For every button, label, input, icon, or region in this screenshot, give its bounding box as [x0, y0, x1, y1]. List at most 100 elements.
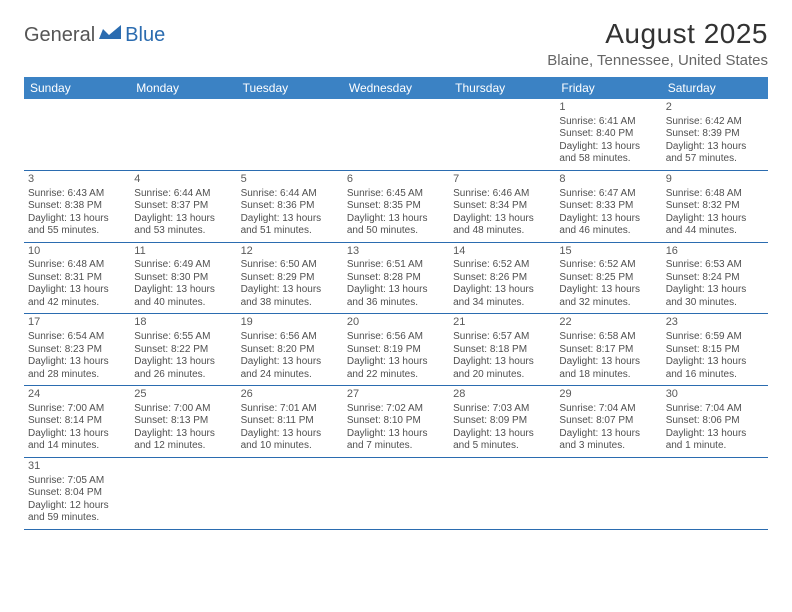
day-sunrise: Sunrise: 6:51 AM — [347, 259, 445, 272]
day-daylight: Daylight: 13 hours and 3 minutes. — [559, 428, 657, 453]
day-sunrise: Sunrise: 6:48 AM — [666, 188, 764, 201]
brand-text-2: Blue — [125, 24, 165, 47]
day-sunrise: Sunrise: 6:54 AM — [28, 331, 126, 344]
day-daylight: Daylight: 13 hours and 30 minutes. — [666, 284, 764, 309]
day-number: 30 — [666, 388, 764, 402]
day-daylight: Daylight: 13 hours and 32 minutes. — [559, 284, 657, 309]
day-sunrise: Sunrise: 6:56 AM — [347, 331, 445, 344]
day-cell: 3Sunrise: 6:43 AMSunset: 8:38 PMDaylight… — [24, 171, 130, 242]
day-sunset: Sunset: 8:32 PM — [666, 200, 764, 213]
day-cell: 1Sunrise: 6:41 AMSunset: 8:40 PMDaylight… — [555, 99, 661, 170]
day-cell: 24Sunrise: 7:00 AMSunset: 8:14 PMDayligh… — [24, 386, 130, 457]
day-number: 11 — [134, 245, 232, 259]
day-daylight: Daylight: 13 hours and 20 minutes. — [453, 356, 551, 381]
day-number: 6 — [347, 173, 445, 187]
day-sunrise: Sunrise: 7:04 AM — [666, 403, 764, 416]
day-cell: 28Sunrise: 7:03 AMSunset: 8:09 PMDayligh… — [449, 386, 555, 457]
day-cell: 6Sunrise: 6:45 AMSunset: 8:35 PMDaylight… — [343, 171, 449, 242]
day-sunrise: Sunrise: 6:56 AM — [241, 331, 339, 344]
column-header: Thursday — [449, 77, 555, 99]
day-sunset: Sunset: 8:18 PM — [453, 344, 551, 357]
day-cell: 11Sunrise: 6:49 AMSunset: 8:30 PMDayligh… — [130, 243, 236, 314]
day-sunset: Sunset: 8:17 PM — [559, 344, 657, 357]
day-number: 3 — [28, 173, 126, 187]
day-sunrise: Sunrise: 6:50 AM — [241, 259, 339, 272]
day-cell: 8Sunrise: 6:47 AMSunset: 8:33 PMDaylight… — [555, 171, 661, 242]
day-cell: 14Sunrise: 6:52 AMSunset: 8:26 PMDayligh… — [449, 243, 555, 314]
day-sunset: Sunset: 8:26 PM — [453, 272, 551, 285]
column-header: Wednesday — [343, 77, 449, 99]
day-sunrise: Sunrise: 7:00 AM — [28, 403, 126, 416]
day-sunrise: Sunrise: 6:49 AM — [134, 259, 232, 272]
day-sunrise: Sunrise: 6:44 AM — [134, 188, 232, 201]
day-sunset: Sunset: 8:20 PM — [241, 344, 339, 357]
day-cell: 22Sunrise: 6:58 AMSunset: 8:17 PMDayligh… — [555, 314, 661, 385]
day-daylight: Daylight: 13 hours and 38 minutes. — [241, 284, 339, 309]
day-daylight: Daylight: 13 hours and 18 minutes. — [559, 356, 657, 381]
day-daylight: Daylight: 13 hours and 51 minutes. — [241, 213, 339, 238]
brand-logo: General Blue — [24, 24, 165, 47]
day-number: 7 — [453, 173, 551, 187]
day-cell: 10Sunrise: 6:48 AMSunset: 8:31 PMDayligh… — [24, 243, 130, 314]
column-header: Monday — [130, 77, 236, 99]
day-number: 24 — [28, 388, 126, 402]
day-sunrise: Sunrise: 7:00 AM — [134, 403, 232, 416]
day-sunset: Sunset: 8:06 PM — [666, 415, 764, 428]
day-number: 13 — [347, 245, 445, 259]
week-row: 1Sunrise: 6:41 AMSunset: 8:40 PMDaylight… — [24, 99, 768, 171]
week-row: 10Sunrise: 6:48 AMSunset: 8:31 PMDayligh… — [24, 243, 768, 315]
day-daylight: Daylight: 13 hours and 58 minutes. — [559, 141, 657, 166]
day-daylight: Daylight: 13 hours and 16 minutes. — [666, 356, 764, 381]
day-sunrise: Sunrise: 6:58 AM — [559, 331, 657, 344]
day-sunrise: Sunrise: 6:59 AM — [666, 331, 764, 344]
day-number: 21 — [453, 316, 551, 330]
day-number: 2 — [666, 101, 764, 115]
day-sunrise: Sunrise: 6:52 AM — [453, 259, 551, 272]
day-sunrise: Sunrise: 7:05 AM — [28, 475, 126, 488]
day-cell-empty — [343, 458, 449, 529]
day-sunset: Sunset: 8:30 PM — [134, 272, 232, 285]
day-sunrise: Sunrise: 7:04 AM — [559, 403, 657, 416]
day-cell: 27Sunrise: 7:02 AMSunset: 8:10 PMDayligh… — [343, 386, 449, 457]
day-sunset: Sunset: 8:35 PM — [347, 200, 445, 213]
day-cell: 7Sunrise: 6:46 AMSunset: 8:34 PMDaylight… — [449, 171, 555, 242]
day-daylight: Daylight: 13 hours and 26 minutes. — [134, 356, 232, 381]
page-subtitle: Blaine, Tennessee, United States — [547, 52, 768, 69]
day-number: 22 — [559, 316, 657, 330]
week-row: 3Sunrise: 6:43 AMSunset: 8:38 PMDaylight… — [24, 171, 768, 243]
day-cell: 4Sunrise: 6:44 AMSunset: 8:37 PMDaylight… — [130, 171, 236, 242]
day-sunset: Sunset: 8:11 PM — [241, 415, 339, 428]
day-number: 1 — [559, 101, 657, 115]
day-number: 8 — [559, 173, 657, 187]
day-sunset: Sunset: 8:23 PM — [28, 344, 126, 357]
flag-icon — [99, 24, 121, 47]
day-number: 25 — [134, 388, 232, 402]
day-cell: 16Sunrise: 6:53 AMSunset: 8:24 PMDayligh… — [662, 243, 768, 314]
day-number: 14 — [453, 245, 551, 259]
day-sunset: Sunset: 8:24 PM — [666, 272, 764, 285]
day-sunset: Sunset: 8:19 PM — [347, 344, 445, 357]
day-sunset: Sunset: 8:31 PM — [28, 272, 126, 285]
day-cell: 30Sunrise: 7:04 AMSunset: 8:06 PMDayligh… — [662, 386, 768, 457]
day-sunrise: Sunrise: 6:47 AM — [559, 188, 657, 201]
day-cell: 17Sunrise: 6:54 AMSunset: 8:23 PMDayligh… — [24, 314, 130, 385]
day-number: 26 — [241, 388, 339, 402]
day-sunset: Sunset: 8:09 PM — [453, 415, 551, 428]
week-row: 31Sunrise: 7:05 AMSunset: 8:04 PMDayligh… — [24, 458, 768, 530]
day-number: 17 — [28, 316, 126, 330]
day-daylight: Daylight: 13 hours and 57 minutes. — [666, 141, 764, 166]
day-sunset: Sunset: 8:25 PM — [559, 272, 657, 285]
day-sunset: Sunset: 8:39 PM — [666, 128, 764, 141]
day-sunset: Sunset: 8:37 PM — [134, 200, 232, 213]
day-sunrise: Sunrise: 6:43 AM — [28, 188, 126, 201]
day-number: 5 — [241, 173, 339, 187]
day-cell: 31Sunrise: 7:05 AMSunset: 8:04 PMDayligh… — [24, 458, 130, 529]
day-daylight: Daylight: 13 hours and 53 minutes. — [134, 213, 232, 238]
day-daylight: Daylight: 13 hours and 5 minutes. — [453, 428, 551, 453]
day-number: 28 — [453, 388, 551, 402]
day-daylight: Daylight: 12 hours and 59 minutes. — [28, 500, 126, 525]
day-number: 27 — [347, 388, 445, 402]
day-daylight: Daylight: 13 hours and 34 minutes. — [453, 284, 551, 309]
day-cell: 21Sunrise: 6:57 AMSunset: 8:18 PMDayligh… — [449, 314, 555, 385]
day-sunrise: Sunrise: 6:44 AM — [241, 188, 339, 201]
